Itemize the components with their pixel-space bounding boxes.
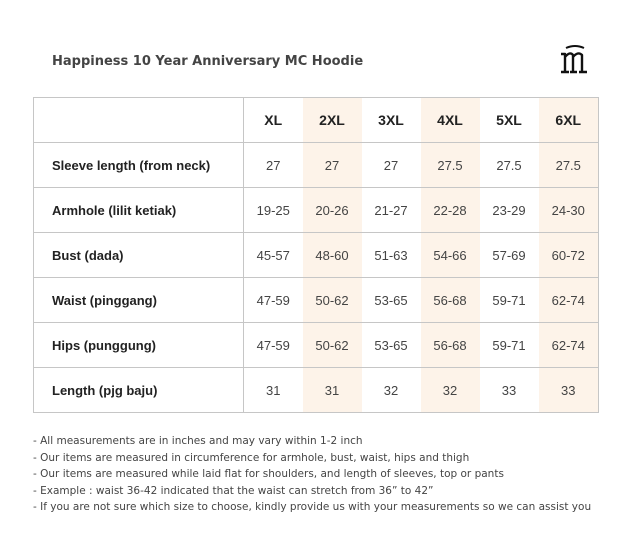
- measurement-cell: 48-60: [302, 232, 362, 278]
- measurement-cell: 56-68: [420, 322, 480, 368]
- page-title: Happiness 10 Year Anniversary MC Hoodie: [52, 54, 364, 69]
- measurement-cell: 62-74: [538, 277, 599, 323]
- measurement-cell: 27.5: [479, 142, 539, 188]
- size-header: 5XL: [479, 97, 539, 143]
- measurement-cell: 27: [361, 142, 421, 188]
- measurement-cell: 27.5: [538, 142, 599, 188]
- measurement-cell: 53-65: [361, 277, 421, 323]
- table-corner-cell: [33, 97, 244, 143]
- table-row: Waist (pinggang) 47-59 50-62 53-65 56-68 59-7…: [33, 277, 599, 323]
- measurement-cell: 56-68: [420, 277, 480, 323]
- size-header: XL: [243, 97, 303, 143]
- measurement-cell: 53-65: [361, 322, 421, 368]
- measurement-cell: 27: [243, 142, 303, 188]
- measurement-cell: 23-29: [479, 187, 539, 233]
- measurement-cell: 27: [302, 142, 362, 188]
- row-label: Waist (pinggang): [33, 277, 244, 323]
- measurement-cell: 31: [243, 367, 303, 413]
- measurement-cell: 54-66: [420, 232, 480, 278]
- row-label: Armhole (lilit ketiak): [33, 187, 244, 233]
- size-chart-table: XL 2XL 3XL 4XL 5XL 6XL Sleeve length (from nec…: [33, 97, 599, 413]
- measurement-cell: 32: [361, 367, 421, 413]
- measurement-cell: 31: [302, 367, 362, 413]
- notes-list: - All measurements are in inches and may…: [33, 433, 623, 516]
- measurement-cell: 27.5: [420, 142, 480, 188]
- measurement-cell: 20-26: [302, 187, 362, 233]
- measurement-cell: 59-71: [479, 322, 539, 368]
- measurement-cell: 24-30: [538, 187, 599, 233]
- measurement-cell: 47-59: [243, 322, 303, 368]
- row-label: Sleeve length (from neck): [33, 142, 244, 188]
- measurement-cell: 33: [479, 367, 539, 413]
- measurement-cell: 45-57: [243, 232, 303, 278]
- row-label: Bust (dada): [33, 232, 244, 278]
- table-row: Hips (punggung) 47-59 50-62 53-65 56-68 59-71…: [33, 322, 599, 368]
- measurement-cell: 32: [420, 367, 480, 413]
- note-line: - Our items are measured in circumferenc…: [33, 451, 470, 464]
- measurement-cell: 50-62: [302, 322, 362, 368]
- size-header: 6XL: [538, 97, 599, 143]
- table-header-row: XL 2XL 3XL 4XL 5XL 6XL: [33, 97, 599, 143]
- measurement-cell: 62-74: [538, 322, 599, 368]
- measurement-cell: 59-71: [479, 277, 539, 323]
- row-label: Length (pjg baju): [33, 367, 244, 413]
- measurement-cell: 22-28: [420, 187, 480, 233]
- size-header: 2XL: [302, 97, 362, 143]
- measurement-cell: 50-62: [302, 277, 362, 323]
- size-header: 4XL: [420, 97, 480, 143]
- note-line: - All measurements are in inches and may…: [33, 435, 363, 447]
- measurement-cell: 19-25: [243, 187, 303, 233]
- measurement-cell: 60-72: [538, 232, 599, 278]
- row-label: Hips (punggung): [33, 322, 244, 368]
- measurement-cell: 47-59: [243, 277, 303, 323]
- measurement-cell: 57-69: [479, 232, 539, 278]
- measurement-cell: 33: [538, 367, 599, 413]
- note-line: - Example : waist 36-42 indicated that t…: [33, 484, 434, 497]
- note-line: - If you are not sure which size to choo…: [33, 501, 592, 514]
- table-row: Bust (dada) 45-57 48-60 51-63 54-66 57-69 60-7…: [33, 232, 599, 278]
- measurement-cell: 21-27: [361, 187, 421, 233]
- mc-monogram-logo-icon: [561, 45, 587, 74]
- size-header: 3XL: [361, 97, 421, 143]
- measurement-cell: 51-63: [361, 232, 421, 278]
- table-row: Armhole (lilit ketiak) 19-25 20-26 21-27 22-…: [33, 187, 599, 233]
- table-row: Length (pjg baju) 31 31 32 32 33 33: [33, 367, 599, 413]
- note-line: - Our items are measured while laid flat…: [33, 468, 504, 481]
- table-row: Sleeve length (from neck) 27 27 27 27.5 27.5 2…: [33, 142, 599, 188]
